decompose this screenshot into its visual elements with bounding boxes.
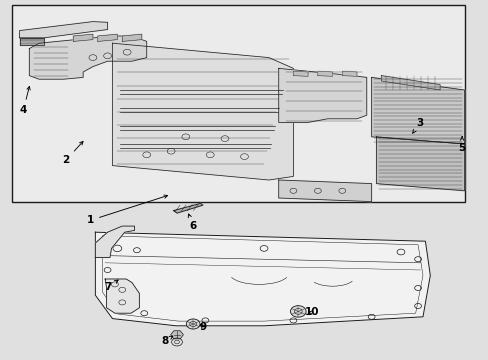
Polygon shape xyxy=(98,34,117,41)
Polygon shape xyxy=(95,232,429,326)
Text: 5: 5 xyxy=(458,137,465,153)
Polygon shape xyxy=(342,71,356,76)
Polygon shape xyxy=(278,68,366,122)
Polygon shape xyxy=(73,34,93,41)
Polygon shape xyxy=(381,76,439,90)
Polygon shape xyxy=(122,34,142,41)
Polygon shape xyxy=(278,180,371,202)
Polygon shape xyxy=(317,71,332,76)
Polygon shape xyxy=(170,331,183,339)
Polygon shape xyxy=(20,38,44,45)
Text: 2: 2 xyxy=(62,141,83,165)
Text: 8: 8 xyxy=(162,336,172,346)
Polygon shape xyxy=(371,77,464,144)
Bar xyxy=(12,5,464,202)
Polygon shape xyxy=(293,71,307,76)
Text: 10: 10 xyxy=(304,307,319,318)
Polygon shape xyxy=(173,203,203,213)
Polygon shape xyxy=(105,279,139,313)
Polygon shape xyxy=(376,137,464,191)
Polygon shape xyxy=(112,43,293,180)
Text: 7: 7 xyxy=(103,280,118,292)
Text: 4: 4 xyxy=(20,86,30,115)
Polygon shape xyxy=(95,226,134,257)
Circle shape xyxy=(290,306,305,317)
Text: 6: 6 xyxy=(188,214,196,231)
Polygon shape xyxy=(29,36,146,79)
Text: 9: 9 xyxy=(199,321,206,332)
Text: 3: 3 xyxy=(412,118,422,133)
Text: 1: 1 xyxy=(87,195,167,225)
Polygon shape xyxy=(20,22,107,38)
Circle shape xyxy=(186,319,200,329)
